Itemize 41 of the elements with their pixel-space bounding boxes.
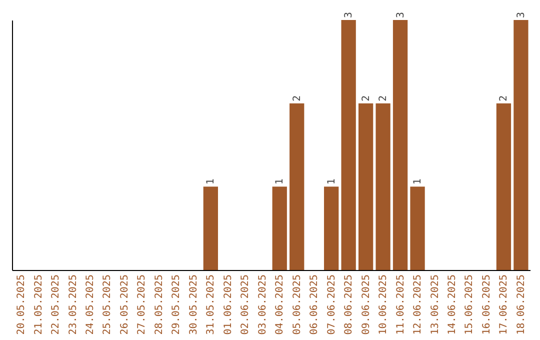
x-tick-label: 05.06.2025 (292, 274, 303, 335)
x-tick-label: 29.05.2025 (171, 274, 182, 335)
data-label: 3 (344, 12, 355, 18)
data-label: 3 (395, 12, 406, 18)
data-label: 1 (206, 178, 217, 185)
x-tick-label: 22.05.2025 (50, 274, 62, 335)
x-tick-label: 18.06.2025 (516, 274, 527, 335)
x-tick-label: 02.06.2025 (240, 274, 252, 335)
data-label: 1 (326, 178, 338, 185)
data-label: 3 (516, 12, 527, 18)
x-tick-label: 24.05.2025 (85, 274, 96, 335)
data-label: 2 (498, 95, 510, 102)
x-tick-label: 20.05.2025 (16, 274, 28, 335)
x-tick-label: 09.06.2025 (360, 274, 372, 335)
x-tick-label: 21.05.2025 (33, 274, 44, 335)
data-label: 2 (378, 95, 390, 102)
x-tick-label: 06.06.2025 (309, 274, 320, 335)
data-label: 2 (360, 95, 372, 102)
x-tick-label: 10.06.2025 (378, 274, 390, 335)
x-tick-label: 27.05.2025 (136, 274, 148, 335)
data-label: 1 (412, 178, 424, 185)
x-tick-label: 23.05.2025 (68, 274, 79, 335)
x-tick-label: 25.05.2025 (102, 274, 114, 335)
x-tick-label: 12.06.2025 (412, 274, 424, 335)
data-label: 2 (292, 95, 303, 102)
x-tick-label: 04.06.2025 (274, 274, 286, 335)
x-tick-label: 01.06.2025 (222, 274, 234, 335)
x-tick-label: 07.06.2025 (326, 274, 338, 335)
data-label: 1 (274, 178, 286, 185)
x-tick-label: 13.06.2025 (430, 274, 441, 335)
x-tick-label: 28.05.2025 (154, 274, 165, 335)
x-tick-label: 03.06.2025 (257, 274, 268, 335)
x-tick-label: 17.06.2025 (498, 274, 510, 335)
x-tick-label: 14.06.2025 (447, 274, 458, 335)
x-tick-label: 26.05.2025 (119, 274, 130, 335)
x-tick-label: 16.06.2025 (481, 274, 492, 335)
x-tick-label: 15.06.2025 (464, 274, 476, 335)
x-tick-label: 11.06.2025 (395, 274, 406, 335)
x-tick-label: 08.06.2025 (344, 274, 355, 335)
x-tick-label: 31.05.2025 (206, 274, 217, 335)
x-tick-label: 30.05.2025 (188, 274, 200, 335)
